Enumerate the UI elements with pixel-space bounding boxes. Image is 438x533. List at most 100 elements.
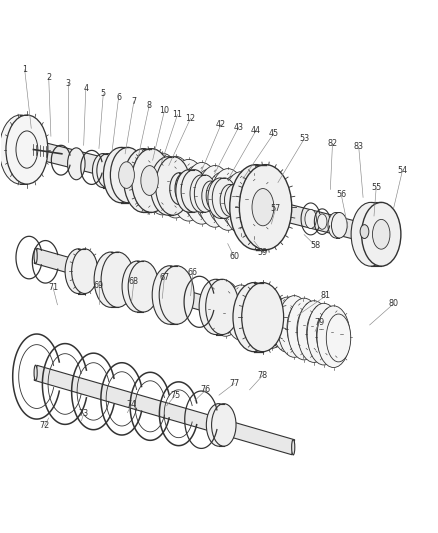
Ellipse shape (150, 157, 185, 215)
Ellipse shape (171, 159, 206, 221)
Text: 54: 54 (397, 166, 407, 175)
Ellipse shape (34, 141, 38, 159)
Text: 77: 77 (229, 379, 240, 388)
Ellipse shape (317, 306, 350, 368)
Text: 53: 53 (299, 134, 309, 143)
Ellipse shape (283, 304, 307, 349)
Ellipse shape (199, 279, 232, 335)
Ellipse shape (124, 149, 163, 213)
Ellipse shape (317, 311, 341, 359)
Ellipse shape (372, 220, 390, 249)
Ellipse shape (101, 252, 134, 308)
Ellipse shape (65, 249, 91, 294)
Ellipse shape (206, 279, 239, 335)
Ellipse shape (252, 189, 274, 226)
Ellipse shape (72, 249, 98, 294)
Ellipse shape (152, 266, 187, 324)
Text: 43: 43 (233, 123, 244, 132)
Ellipse shape (67, 148, 85, 180)
Ellipse shape (224, 172, 258, 233)
Ellipse shape (225, 285, 257, 340)
Ellipse shape (278, 296, 311, 357)
Ellipse shape (298, 309, 323, 353)
Text: 42: 42 (216, 119, 226, 128)
Text: 74: 74 (127, 400, 137, 409)
Ellipse shape (292, 440, 295, 455)
Ellipse shape (307, 309, 331, 357)
Ellipse shape (6, 115, 48, 184)
Polygon shape (34, 248, 338, 349)
Ellipse shape (360, 225, 369, 238)
Ellipse shape (230, 165, 282, 249)
Ellipse shape (242, 282, 284, 352)
Ellipse shape (237, 175, 272, 237)
Ellipse shape (194, 169, 222, 220)
Text: 83: 83 (354, 142, 364, 151)
Text: 55: 55 (371, 183, 381, 192)
Ellipse shape (142, 157, 170, 208)
Ellipse shape (297, 306, 321, 354)
Ellipse shape (168, 163, 196, 214)
Text: 73: 73 (78, 409, 89, 418)
Ellipse shape (194, 175, 216, 212)
Text: 58: 58 (310, 241, 320, 250)
Ellipse shape (233, 282, 275, 352)
Ellipse shape (362, 203, 401, 266)
Ellipse shape (141, 166, 158, 196)
Ellipse shape (211, 168, 245, 230)
Text: 10: 10 (159, 106, 170, 115)
Ellipse shape (155, 157, 191, 215)
Ellipse shape (212, 403, 236, 446)
Ellipse shape (239, 165, 292, 249)
Ellipse shape (206, 403, 231, 446)
Text: 3: 3 (66, 78, 71, 87)
Ellipse shape (336, 333, 339, 349)
Ellipse shape (252, 296, 276, 341)
Ellipse shape (122, 261, 152, 312)
Text: 60: 60 (229, 253, 239, 261)
Ellipse shape (307, 303, 340, 365)
Ellipse shape (225, 184, 244, 216)
Ellipse shape (318, 214, 327, 229)
Ellipse shape (332, 213, 347, 238)
Ellipse shape (202, 181, 219, 211)
Ellipse shape (241, 289, 272, 344)
Text: 45: 45 (268, 129, 279, 138)
Ellipse shape (288, 298, 321, 360)
Ellipse shape (287, 304, 311, 352)
Ellipse shape (128, 261, 159, 312)
Ellipse shape (233, 179, 261, 230)
Text: 71: 71 (48, 283, 58, 292)
Ellipse shape (208, 172, 235, 223)
Ellipse shape (220, 184, 239, 216)
Ellipse shape (119, 162, 134, 188)
Text: 2: 2 (46, 73, 51, 82)
Ellipse shape (392, 231, 396, 249)
Text: 11: 11 (173, 110, 183, 119)
Ellipse shape (287, 301, 319, 357)
Ellipse shape (34, 248, 37, 263)
Text: 56: 56 (336, 190, 346, 199)
Text: 6: 6 (116, 93, 121, 102)
Text: 4: 4 (83, 84, 88, 93)
Ellipse shape (237, 292, 261, 337)
Text: 68: 68 (129, 277, 139, 286)
Ellipse shape (181, 169, 207, 212)
Text: 76: 76 (201, 385, 211, 394)
Ellipse shape (221, 175, 248, 227)
Ellipse shape (190, 175, 212, 212)
Ellipse shape (97, 154, 118, 188)
Text: 12: 12 (186, 114, 196, 123)
Text: 75: 75 (170, 391, 180, 400)
Ellipse shape (198, 166, 232, 227)
Ellipse shape (328, 213, 344, 238)
Ellipse shape (268, 301, 292, 345)
Ellipse shape (181, 166, 209, 217)
Text: 69: 69 (94, 280, 104, 289)
Ellipse shape (170, 173, 189, 205)
Ellipse shape (272, 297, 303, 352)
Text: 59: 59 (258, 248, 268, 257)
Ellipse shape (210, 281, 241, 336)
Text: 67: 67 (159, 273, 170, 281)
Ellipse shape (103, 148, 138, 203)
